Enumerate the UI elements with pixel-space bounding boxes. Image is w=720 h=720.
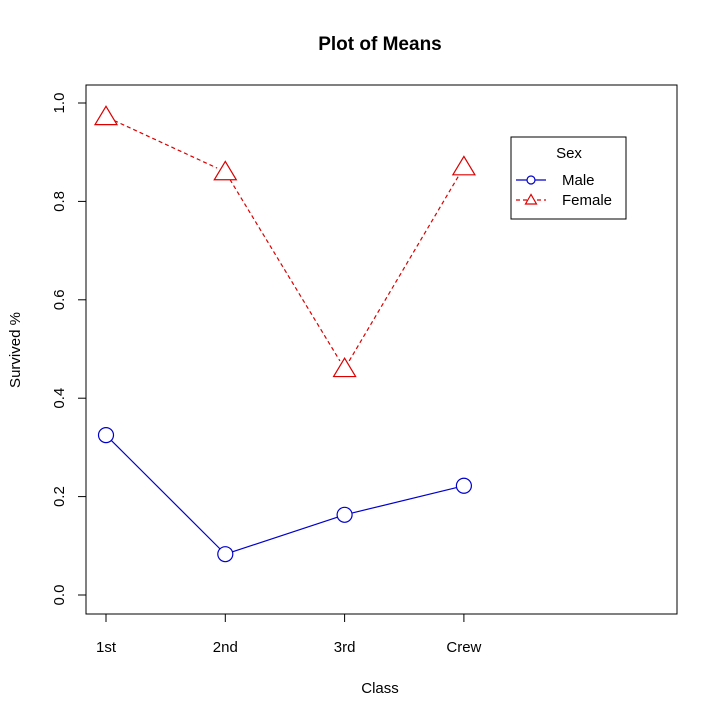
legend-items: Male Female bbox=[516, 172, 612, 209]
series-female-point bbox=[332, 357, 357, 378]
series-male-segment bbox=[351, 486, 457, 514]
series-male-point bbox=[336, 506, 353, 523]
legend-label: Male bbox=[562, 172, 595, 189]
legend-title: Sex bbox=[556, 145, 582, 162]
y-tick-label: 0.6 bbox=[51, 289, 68, 310]
legend-item-male: Male bbox=[516, 172, 595, 189]
series-male-point bbox=[455, 477, 472, 494]
y-axis: 0.0 0.2 0.4 0.6 0.8 1.0 bbox=[51, 93, 87, 606]
series-female-segment bbox=[229, 179, 341, 362]
y-tick-label: 0.0 bbox=[51, 585, 68, 606]
series-female-point bbox=[213, 160, 238, 181]
y-tick-label: 0.2 bbox=[51, 486, 68, 507]
y-tick-label: 0.4 bbox=[51, 388, 68, 409]
legend-marker bbox=[526, 175, 536, 185]
x-tick-label: Crew bbox=[446, 639, 481, 656]
x-axis: 1st 2nd 3rd Crew bbox=[96, 613, 482, 656]
series-male bbox=[97, 427, 472, 563]
y-tick-label: 1.0 bbox=[51, 93, 68, 114]
chart-title: Plot of Means bbox=[318, 34, 442, 55]
series-layer bbox=[93, 105, 476, 563]
series-female-segment bbox=[348, 174, 460, 362]
series-female-point bbox=[93, 105, 119, 126]
legend-marker bbox=[524, 193, 538, 205]
series-male-point bbox=[97, 427, 115, 444]
x-tick-label: 1st bbox=[96, 639, 117, 656]
legend-item-female: Female bbox=[516, 192, 612, 209]
series-male-point bbox=[217, 546, 234, 563]
y-tick-label: 0.8 bbox=[51, 191, 68, 212]
series-female-segment bbox=[113, 120, 218, 169]
series-male-segment bbox=[232, 516, 338, 553]
series-male-segment bbox=[110, 439, 221, 550]
y-axis-label: Survived % bbox=[7, 312, 24, 388]
x-tick-label: 2nd bbox=[213, 639, 238, 656]
legend-label: Female bbox=[562, 192, 612, 209]
legend: Sex Male Female bbox=[510, 136, 627, 220]
series-female-point bbox=[451, 155, 476, 176]
x-tick-label: 3rd bbox=[334, 639, 356, 656]
series-female bbox=[93, 105, 476, 378]
x-axis-label: Class bbox=[361, 680, 399, 697]
